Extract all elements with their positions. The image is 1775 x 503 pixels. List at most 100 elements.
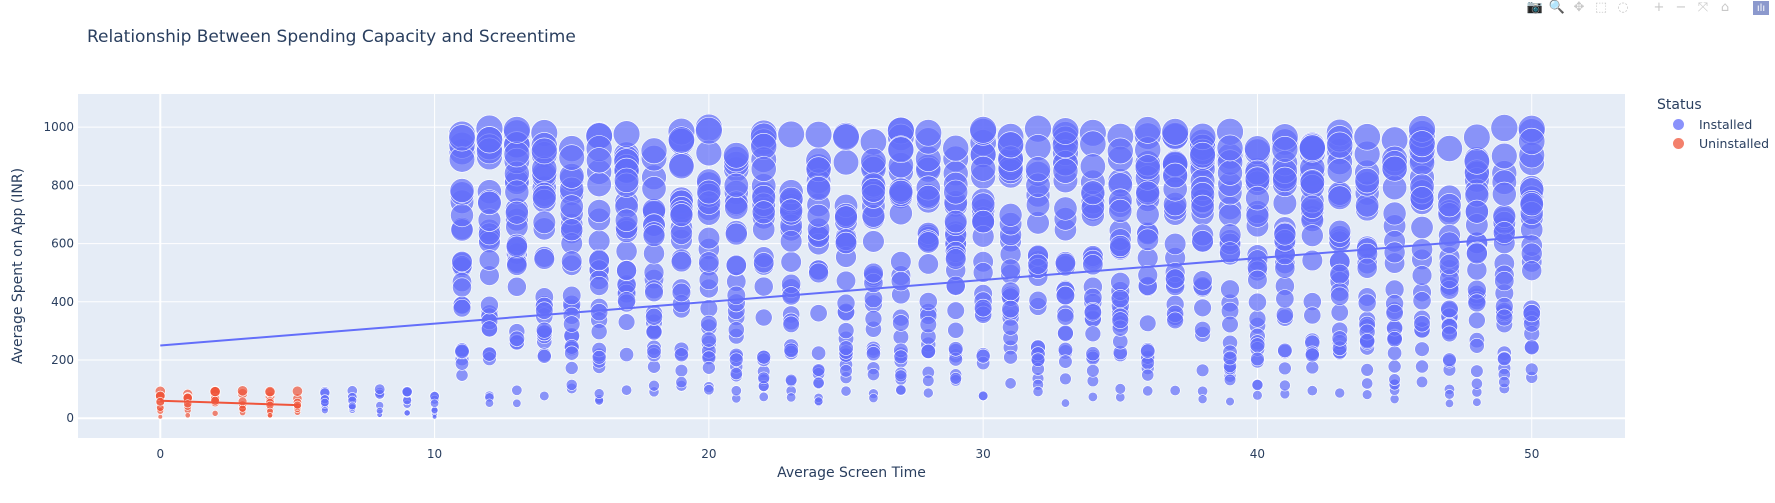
installed-point bbox=[1326, 131, 1354, 159]
installed-point bbox=[1079, 153, 1106, 180]
installed-point bbox=[586, 171, 612, 198]
installed-point bbox=[1108, 198, 1133, 223]
installed-point bbox=[613, 167, 640, 193]
installed-point bbox=[973, 298, 993, 318]
installed-point bbox=[587, 199, 612, 223]
installed-point bbox=[564, 345, 580, 361]
installed-point bbox=[448, 124, 476, 152]
installed-point bbox=[1386, 331, 1403, 348]
installed-point bbox=[374, 383, 386, 395]
installed-point bbox=[640, 137, 668, 165]
installed-point bbox=[675, 376, 688, 389]
installed-point bbox=[1052, 158, 1079, 184]
installed-point bbox=[1001, 299, 1020, 319]
y-tick-label: 800 bbox=[51, 178, 74, 192]
lasso-select-icon[interactable]: ◌ bbox=[1617, 0, 1629, 15]
installed-point bbox=[1277, 342, 1293, 359]
installed-point bbox=[1361, 377, 1374, 390]
installed-point bbox=[1056, 307, 1075, 326]
installed-point bbox=[945, 275, 966, 296]
installed-point bbox=[1245, 185, 1270, 211]
installed-point bbox=[1107, 137, 1134, 165]
plotly-logo-icon[interactable]: ılı bbox=[1753, 1, 1769, 15]
installed-point bbox=[1440, 299, 1459, 319]
installed-point bbox=[1135, 202, 1160, 227]
uninstalled-point bbox=[264, 386, 276, 398]
installed-point bbox=[670, 251, 693, 273]
installed-point bbox=[612, 120, 641, 148]
installed-point bbox=[1030, 352, 1046, 367]
installed-point bbox=[591, 350, 607, 365]
installed-point bbox=[1326, 157, 1353, 184]
installed-point bbox=[477, 190, 502, 215]
installed-point bbox=[1250, 351, 1265, 367]
installed-point bbox=[1415, 375, 1429, 389]
legend-item-installed[interactable]: Installed bbox=[1657, 115, 1769, 134]
installed-point bbox=[888, 179, 914, 205]
installed-point bbox=[1134, 154, 1161, 181]
legend-label: Uninstalled bbox=[1699, 136, 1770, 151]
installed-point bbox=[403, 409, 411, 417]
installed-point bbox=[730, 385, 742, 397]
installed-point bbox=[1492, 221, 1516, 244]
installed-point bbox=[452, 298, 472, 318]
installed-point bbox=[451, 250, 473, 273]
pan-icon[interactable]: ✥ bbox=[1573, 0, 1585, 15]
installed-point bbox=[1273, 222, 1297, 246]
installed-point bbox=[506, 254, 528, 276]
zoom-icon[interactable]: 🔍 bbox=[1548, 0, 1566, 15]
installed-point bbox=[1409, 186, 1435, 211]
installed-point bbox=[1248, 309, 1267, 328]
box-select-icon[interactable]: ⬚ bbox=[1594, 0, 1608, 15]
installed-point bbox=[696, 179, 722, 205]
installed-point bbox=[1217, 160, 1243, 186]
installed-point bbox=[1192, 270, 1213, 291]
y-axis-label: Average Spent on App (INR) bbox=[10, 167, 26, 365]
installed-point bbox=[674, 363, 689, 378]
installed-point bbox=[512, 398, 522, 408]
installed-point bbox=[450, 203, 474, 228]
installed-point bbox=[1490, 114, 1519, 142]
installed-point bbox=[1191, 230, 1214, 253]
installed-point bbox=[865, 346, 881, 362]
uninstalled-point bbox=[157, 414, 163, 420]
legend-item-uninstalled[interactable]: Uninstalled bbox=[1657, 134, 1769, 153]
autoscale-icon[interactable]: ⤧ bbox=[1697, 0, 1709, 15]
installed-point bbox=[1387, 345, 1403, 361]
installed-point bbox=[1353, 123, 1381, 151]
installed-point bbox=[725, 254, 747, 276]
y-tick-label: 1000 bbox=[43, 120, 74, 134]
installed-point bbox=[590, 303, 609, 322]
installed-point bbox=[563, 315, 581, 333]
installed-point bbox=[1249, 337, 1266, 354]
installed-point bbox=[972, 262, 994, 283]
installed-point bbox=[475, 126, 503, 154]
installed-point bbox=[1197, 394, 1208, 404]
installed-point bbox=[1275, 305, 1294, 324]
installed-point bbox=[1110, 272, 1131, 293]
installed-point bbox=[1491, 181, 1517, 207]
installed-point bbox=[1385, 303, 1404, 322]
installed-point bbox=[1466, 242, 1488, 265]
installed-point bbox=[1387, 359, 1402, 374]
installed-point bbox=[1328, 219, 1352, 243]
installed-point bbox=[533, 248, 555, 270]
zoom-in-icon[interactable]: + bbox=[1653, 0, 1665, 15]
camera-icon[interactable]: 📷 bbox=[1526, 0, 1544, 15]
zoom-out-icon[interactable]: − bbox=[1675, 0, 1687, 15]
installed-point bbox=[1355, 193, 1380, 218]
installed-point bbox=[564, 361, 579, 375]
reset-axes-icon[interactable]: ⌂ bbox=[1720, 0, 1730, 15]
installed-point bbox=[1301, 249, 1323, 272]
installed-point bbox=[786, 392, 797, 403]
installed-point bbox=[1467, 293, 1487, 313]
installed-point bbox=[1470, 364, 1484, 378]
installed-point bbox=[452, 277, 472, 298]
installed-point bbox=[893, 349, 909, 365]
installed-point bbox=[1087, 391, 1098, 402]
installed-point bbox=[945, 248, 967, 270]
installed-point bbox=[1221, 315, 1239, 334]
installed-point bbox=[1190, 194, 1215, 219]
installed-point bbox=[587, 229, 611, 253]
